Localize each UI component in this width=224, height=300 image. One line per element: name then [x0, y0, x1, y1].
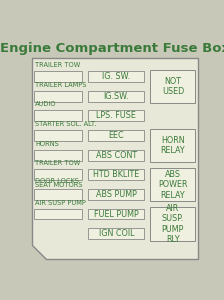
Bar [88, 130, 144, 141]
Text: AIR SUSP PUMP: AIR SUSP PUMP [35, 200, 86, 206]
Bar [34, 209, 82, 220]
Text: ABS PUMP: ABS PUMP [96, 190, 137, 199]
Text: ABS
POWER
RELAY: ABS POWER RELAY [158, 170, 188, 200]
Bar [88, 71, 144, 82]
Bar [88, 150, 144, 160]
Text: IG.SW.: IG.SW. [103, 92, 129, 101]
Text: HORNS: HORNS [35, 141, 59, 147]
Bar [88, 110, 144, 121]
Text: HORN
RELAY: HORN RELAY [161, 136, 185, 155]
Bar [34, 130, 82, 141]
Text: SEAT MOTORS: SEAT MOTORS [35, 182, 82, 188]
Bar [34, 169, 82, 180]
Text: EEC: EEC [109, 131, 124, 140]
Bar [34, 91, 82, 102]
Bar [34, 110, 82, 121]
Text: TRAILER LAMPS: TRAILER LAMPS [35, 82, 86, 88]
Text: LPS. FUSE: LPS. FUSE [96, 111, 136, 120]
Text: ABS CONT: ABS CONT [96, 151, 137, 160]
Text: IG. SW.: IG. SW. [102, 72, 130, 81]
Bar [151, 129, 195, 162]
Bar [34, 150, 82, 160]
Bar [34, 71, 82, 82]
Text: TRAILER TOW: TRAILER TOW [35, 160, 80, 166]
Text: HTD BKLITE: HTD BKLITE [93, 170, 140, 179]
Text: TRAILER TOW: TRAILER TOW [35, 62, 80, 68]
Text: AUDIO: AUDIO [35, 101, 56, 107]
Polygon shape [32, 58, 198, 259]
Text: NOT
USED: NOT USED [162, 77, 184, 96]
Text: STARTER SOL. ALT.: STARTER SOL. ALT. [35, 121, 96, 127]
Text: Engine Compartment Fuse Box: Engine Compartment Fuse Box [0, 42, 224, 55]
Bar [88, 169, 144, 180]
Bar [88, 209, 144, 220]
Bar [151, 168, 195, 201]
Bar [88, 91, 144, 102]
Bar [88, 228, 144, 239]
Text: FUEL PUMP: FUEL PUMP [94, 210, 139, 219]
Text: AIR
SUSP.
PUMP
RLY: AIR SUSP. PUMP RLY [162, 204, 184, 244]
Text: DOOR LOCKS: DOOR LOCKS [35, 178, 79, 184]
Text: IGN COIL: IGN COIL [99, 229, 134, 238]
Bar [88, 189, 144, 200]
Bar [151, 70, 195, 103]
Bar [151, 207, 195, 241]
Bar [34, 189, 82, 200]
